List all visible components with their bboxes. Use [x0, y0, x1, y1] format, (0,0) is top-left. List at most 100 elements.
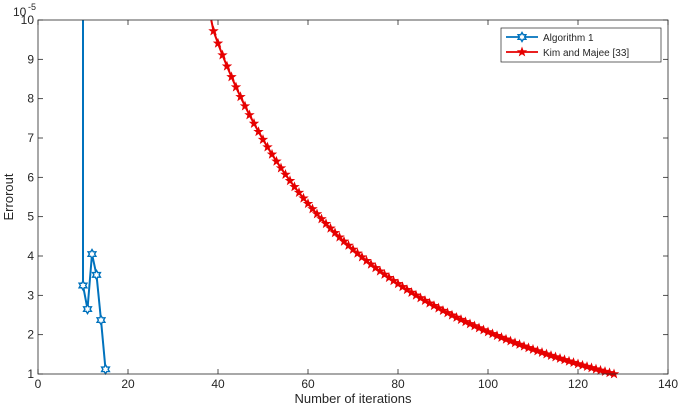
data-point-kim-and-majee — [496, 332, 507, 342]
data-point-kim-and-majee — [455, 314, 467, 325]
data-point-kim-and-majee — [505, 335, 516, 346]
y-tick-label: 5 — [27, 210, 34, 224]
data-point-kim-and-majee — [518, 340, 530, 351]
plot-box — [37, 19, 669, 375]
x-tick-label: 0 — [35, 377, 42, 391]
x-axis-title: Number of iterations — [294, 391, 412, 406]
legend-marker-algorithm-1 — [516, 31, 528, 43]
data-point-kim-and-majee — [352, 247, 363, 258]
data-point-kim-and-majee — [424, 297, 435, 308]
data-point-kim-and-majee — [325, 222, 336, 233]
y-tick-label: 10 — [21, 13, 35, 27]
data-point-algorithm-1 — [82, 303, 93, 315]
data-point-algorithm-1 — [91, 268, 102, 281]
legend-box — [500, 27, 662, 63]
plot-area — [38, 20, 668, 374]
y-tick-label: 2 — [27, 328, 34, 342]
y-exponent-power: -5 — [28, 2, 36, 12]
data-point-kim-and-majee — [536, 347, 548, 357]
data-point-kim-and-majee — [239, 100, 251, 111]
data-point-kim-and-majee — [280, 169, 291, 179]
data-point-kim-and-majee — [527, 343, 539, 354]
legend-label-algorithm-1: Algorithm 1 — [543, 33, 594, 44]
data-point-algorithm-1 — [95, 314, 107, 327]
x-tick-label: 40 — [211, 377, 225, 391]
x-tick-label: 140 — [658, 377, 678, 391]
data-point-kim-and-majee — [482, 326, 494, 337]
data-point-kim-and-majee — [577, 359, 588, 370]
data-point-kim-and-majee — [451, 311, 462, 322]
data-point-kim-and-majee — [509, 337, 521, 348]
y-axis-title: Errorout — [1, 173, 16, 220]
data-point-algorithm-1 — [77, 279, 89, 292]
data-point-kim-and-majee — [284, 175, 296, 186]
data-point-kim-and-majee — [406, 287, 417, 297]
data-point-kim-and-majee — [329, 227, 341, 238]
data-point-kim-and-majee — [293, 187, 305, 198]
y-tick-label: 1 — [27, 367, 34, 381]
data-point-kim-and-majee — [221, 60, 233, 71]
data-point-kim-and-majee — [514, 339, 525, 349]
data-point-kim-and-majee — [347, 243, 359, 254]
data-point-kim-and-majee — [500, 333, 512, 344]
data-point-kim-and-majee — [298, 192, 309, 203]
data-point-kim-and-majee — [230, 81, 242, 92]
data-point-kim-and-majee — [388, 275, 399, 286]
x-tick-label: 100 — [478, 377, 498, 391]
data-point-kim-and-majee — [248, 118, 260, 128]
y-tick-label: 3 — [27, 288, 34, 302]
data-point-kim-and-majee — [581, 361, 593, 372]
data-point-kim-and-majee — [428, 300, 440, 311]
legend: Algorithm 1 Kim and Majee [33] — [500, 27, 662, 63]
data-point-kim-and-majee — [545, 350, 557, 360]
data-point-kim-and-majee — [469, 320, 480, 331]
data-point-kim-and-majee — [478, 324, 489, 335]
legend-label-kim-and-majee: Kim and Majee [33] — [543, 48, 629, 59]
data-point-kim-and-majee — [608, 368, 620, 379]
data-point-kim-and-majee — [217, 49, 228, 60]
data-point-kim-and-majee — [433, 302, 444, 313]
data-point-kim-and-majee — [554, 352, 566, 363]
data-point-kim-and-majee — [253, 126, 264, 137]
data-point-kim-and-majee — [311, 208, 323, 219]
data-point-kim-and-majee — [334, 231, 345, 242]
x-tick-label: 80 — [391, 377, 405, 391]
y-tick-label: 7 — [27, 131, 34, 145]
data-point-kim-and-majee — [442, 307, 453, 318]
data-point-kim-and-majee — [271, 155, 282, 166]
data-point-kim-and-majee — [316, 213, 327, 224]
data-point-kim-and-majee — [460, 316, 471, 327]
data-point-kim-and-majee — [356, 251, 368, 262]
data-point-kim-and-majee — [415, 292, 426, 303]
data-point-kim-and-majee — [437, 305, 449, 315]
data-point-kim-and-majee — [262, 141, 273, 152]
data-point-kim-and-majee — [563, 355, 575, 366]
data-point-kim-and-majee — [541, 348, 552, 359]
data-point-kim-and-majee — [392, 278, 404, 289]
data-point-kim-and-majee — [550, 351, 561, 362]
data-point-kim-and-majee — [212, 37, 224, 48]
data-point-kim-and-majee — [491, 330, 503, 341]
data-point-algorithm-1 — [86, 248, 98, 260]
data-point-kim-and-majee — [244, 109, 255, 120]
data-point-kim-and-majee — [302, 198, 314, 209]
y-tick-label: 6 — [27, 170, 34, 184]
y-tick-label: 4 — [27, 249, 34, 263]
data-point-kim-and-majee — [523, 342, 534, 353]
data-point-kim-and-majee — [343, 240, 354, 250]
data-point-kim-and-majee — [257, 134, 269, 144]
data-point-kim-and-majee — [226, 71, 237, 82]
data-point-kim-and-majee — [568, 357, 579, 368]
data-point-kim-and-majee — [410, 289, 422, 300]
data-point-kim-and-majee — [235, 91, 246, 102]
y-tick-label: 8 — [27, 92, 34, 106]
data-point-kim-and-majee — [446, 309, 458, 320]
data-point-kim-and-majee — [559, 354, 570, 365]
data-point-kim-and-majee — [532, 345, 543, 356]
data-point-kim-and-majee — [419, 295, 431, 306]
data-point-kim-and-majee — [397, 281, 408, 292]
data-point-kim-and-majee — [464, 318, 476, 329]
x-tick-label: 60 — [301, 377, 315, 391]
data-point-kim-and-majee — [289, 181, 300, 192]
